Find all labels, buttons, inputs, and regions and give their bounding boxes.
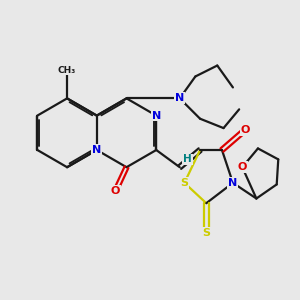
- Text: N: N: [228, 178, 238, 188]
- Text: S: S: [180, 178, 188, 188]
- Text: O: O: [111, 186, 120, 196]
- Text: S: S: [202, 228, 210, 238]
- Text: O: O: [241, 125, 250, 135]
- Text: H: H: [183, 154, 192, 164]
- Text: N: N: [175, 93, 184, 103]
- Text: CH₃: CH₃: [58, 66, 76, 75]
- Text: N: N: [152, 111, 161, 121]
- Text: O: O: [238, 162, 247, 172]
- Text: N: N: [92, 145, 101, 155]
